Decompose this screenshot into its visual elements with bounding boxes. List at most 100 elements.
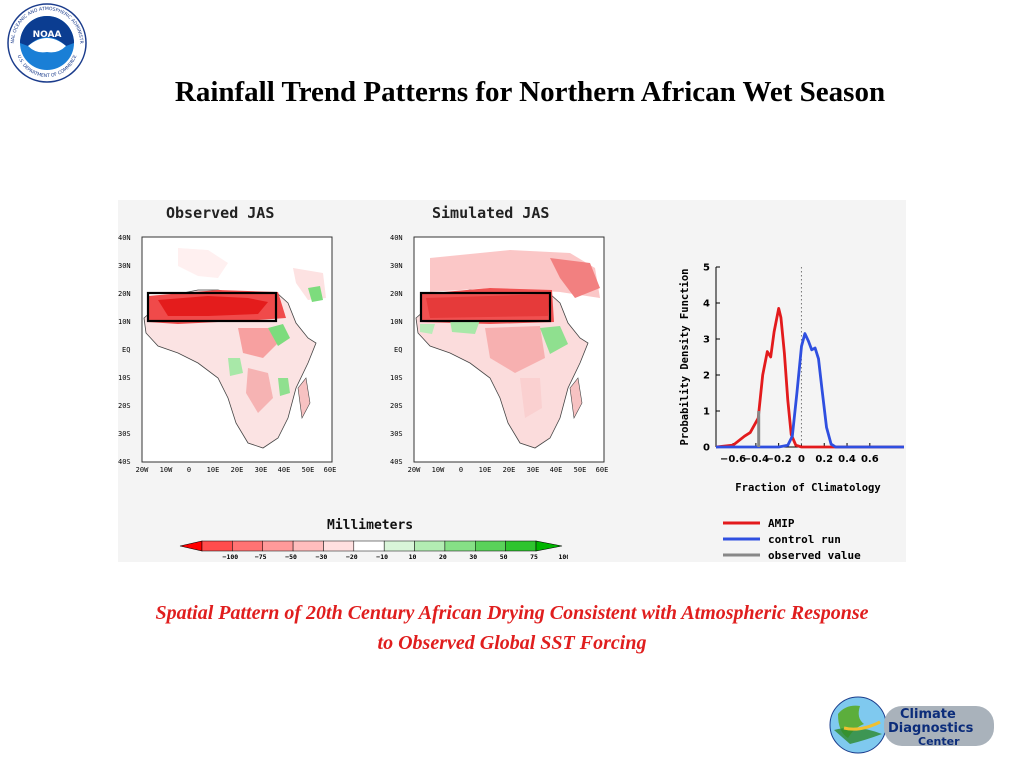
lat-label: 30N (390, 262, 403, 270)
lon-label: 30E (255, 466, 268, 474)
cdc-line-3: Center (918, 735, 960, 748)
colorbar-label: −30 (316, 553, 328, 561)
simulated-wetting-patches (420, 320, 568, 354)
colorbar-label: 50 (500, 553, 508, 561)
y-tick-label: 2 (703, 371, 710, 382)
lon-label: 40E (278, 466, 291, 474)
colorbar-swatch (201, 540, 233, 552)
map-title-observed: Observed JAS (166, 204, 275, 222)
x-tick-label: −0.2 (766, 454, 792, 465)
colorbar-label: −100 (223, 553, 239, 561)
lat-label: EQ (394, 346, 402, 354)
legend-label-observed: observed value (768, 549, 861, 562)
lat-label: 20S (390, 402, 403, 410)
lat-label: 10S (390, 374, 403, 382)
simulated-drying-patches (420, 288, 554, 418)
colorbar-arrow-right (535, 540, 563, 552)
lon-label: 10E (479, 466, 492, 474)
lon-label: 10E (207, 466, 220, 474)
simulated-sahel-box (419, 291, 552, 323)
lon-label: 50E (302, 466, 315, 474)
cdc-line-1: Climate (900, 707, 956, 722)
simulated-lat-ticks: 40N 30N 20N 10N EQ 10S 20S 30S 40S (390, 234, 403, 466)
colorbar-label: −50 (285, 553, 297, 561)
cdc-line-2: Diagnostics (888, 721, 974, 736)
legend-label-control: control run (768, 533, 841, 546)
lon-label: 30E (527, 466, 540, 474)
x-tick-label: 0 (798, 454, 805, 465)
lat-label: 20N (390, 290, 403, 298)
observed-lon-ticks: 20W 10W 0 10E 20E 30E 40E 50E 60E (136, 466, 337, 474)
observed-map: 40N 30N 20N 10N EQ 10S 20S 30S 40S 20W 1… (118, 234, 337, 474)
cdc-logo: Climate Diagnostics Center (826, 694, 998, 756)
lat-label: 10N (118, 318, 131, 326)
colorbar-label: 30 (469, 553, 477, 561)
colorbar-swatch (262, 540, 294, 552)
caption-line-1: Spatial Pattern of 20th Century African … (155, 602, 869, 624)
noaa-logo: NATIONAL OCEANIC AND ATMOSPHERIC ADMINIS… (4, 0, 88, 84)
y-tick-label: 3 (703, 335, 710, 346)
colorbar-swatch (414, 540, 446, 552)
x-tick-label: −0.4 (743, 454, 769, 465)
colorbar-arrow-left (179, 540, 203, 552)
lat-label: 40N (118, 234, 131, 242)
legend-label-amip: AMIP (768, 517, 795, 530)
x-tick-label: −0.6 (720, 454, 746, 465)
y-tick-label: 5 (703, 263, 710, 274)
lat-label: 10S (118, 374, 131, 382)
lat-label: 40S (118, 458, 131, 466)
colorbar-swatch (292, 540, 324, 552)
colorbar-label: −20 (346, 553, 358, 561)
colorbar-swatch (323, 540, 355, 552)
simulated-lon-ticks: 20W 10W 0 10E 20E 30E 40E 50E 60E (408, 466, 609, 474)
colorbar: −100 −75 −50 −30 −20 −10 10 20 30 50 75 100 (179, 540, 568, 561)
colorbar-label: 10 (409, 553, 417, 561)
colorbar-title: Millimeters (327, 518, 414, 533)
lon-label: 0 (459, 466, 463, 474)
colorbar-swatch (232, 540, 263, 552)
y-tick-label: 1 (703, 407, 710, 418)
x-tick-label: 0.6 (861, 454, 879, 465)
y-tick-label: 0 (703, 443, 710, 454)
lat-label: 40S (390, 458, 403, 466)
lon-label: 60E (596, 466, 609, 474)
lon-label: 40E (550, 466, 563, 474)
colorbar-label: 20 (439, 553, 447, 561)
observed-lat-ticks: 40N 30N 20N 10N EQ 10S 20S 30S 40S (118, 234, 131, 466)
colorbar-swatch (383, 540, 415, 552)
lon-label: 0 (187, 466, 191, 474)
series-line-amip (715, 307, 904, 449)
caption-line-2: to Observed Global SST Forcing (377, 632, 647, 654)
observed-drying-patches (148, 290, 286, 413)
lon-label: 60E (324, 466, 337, 474)
page-title: Rainfall Trend Patterns for Northern Afr… (174, 76, 886, 108)
pdf-legend: AMIP control run observed value (723, 517, 861, 562)
colorbar-swatch (444, 540, 476, 552)
lon-label: 20E (231, 466, 244, 474)
lat-label: 20N (118, 290, 131, 298)
colorbar-label: −75 (255, 553, 267, 561)
x-axis-label: Fraction of Climatology (735, 482, 881, 494)
lat-label: 10N (390, 318, 403, 326)
lon-label: 20E (503, 466, 516, 474)
colorbar-swatch (475, 540, 506, 552)
noaa-center-text: NOAA (33, 30, 62, 40)
y-axis-label: Probability Density Function (679, 268, 691, 445)
caption: Spatial Pattern of 20th Century African … (40, 598, 984, 658)
simulated-map: 40N 30N 20N 10N EQ 10S 20S 30S 40S 20W 1… (390, 234, 609, 474)
lon-label: 10W (160, 466, 173, 474)
pdf-chart: 0 1 2 3 4 5 −0.6−0.4−0.2 0 0.2 0.4 0.6 Probability … (679, 263, 904, 494)
series-line-control-run (716, 332, 904, 449)
colorbar-label: 100 (558, 553, 568, 561)
lat-label: 30S (390, 430, 403, 438)
lon-label: 20W (408, 466, 421, 474)
y-tick-label: 4 (703, 299, 710, 310)
colorbar-label: −10 (376, 553, 388, 561)
lat-label: 30S (118, 430, 131, 438)
observed-sahel-box (146, 291, 278, 323)
lon-label: 20W (136, 466, 149, 474)
observed-wetting-patches (228, 286, 323, 396)
colorbar-label: 75 (530, 553, 538, 561)
lat-label: 30N (118, 262, 131, 270)
x-tick-label: 0.2 (815, 454, 833, 465)
